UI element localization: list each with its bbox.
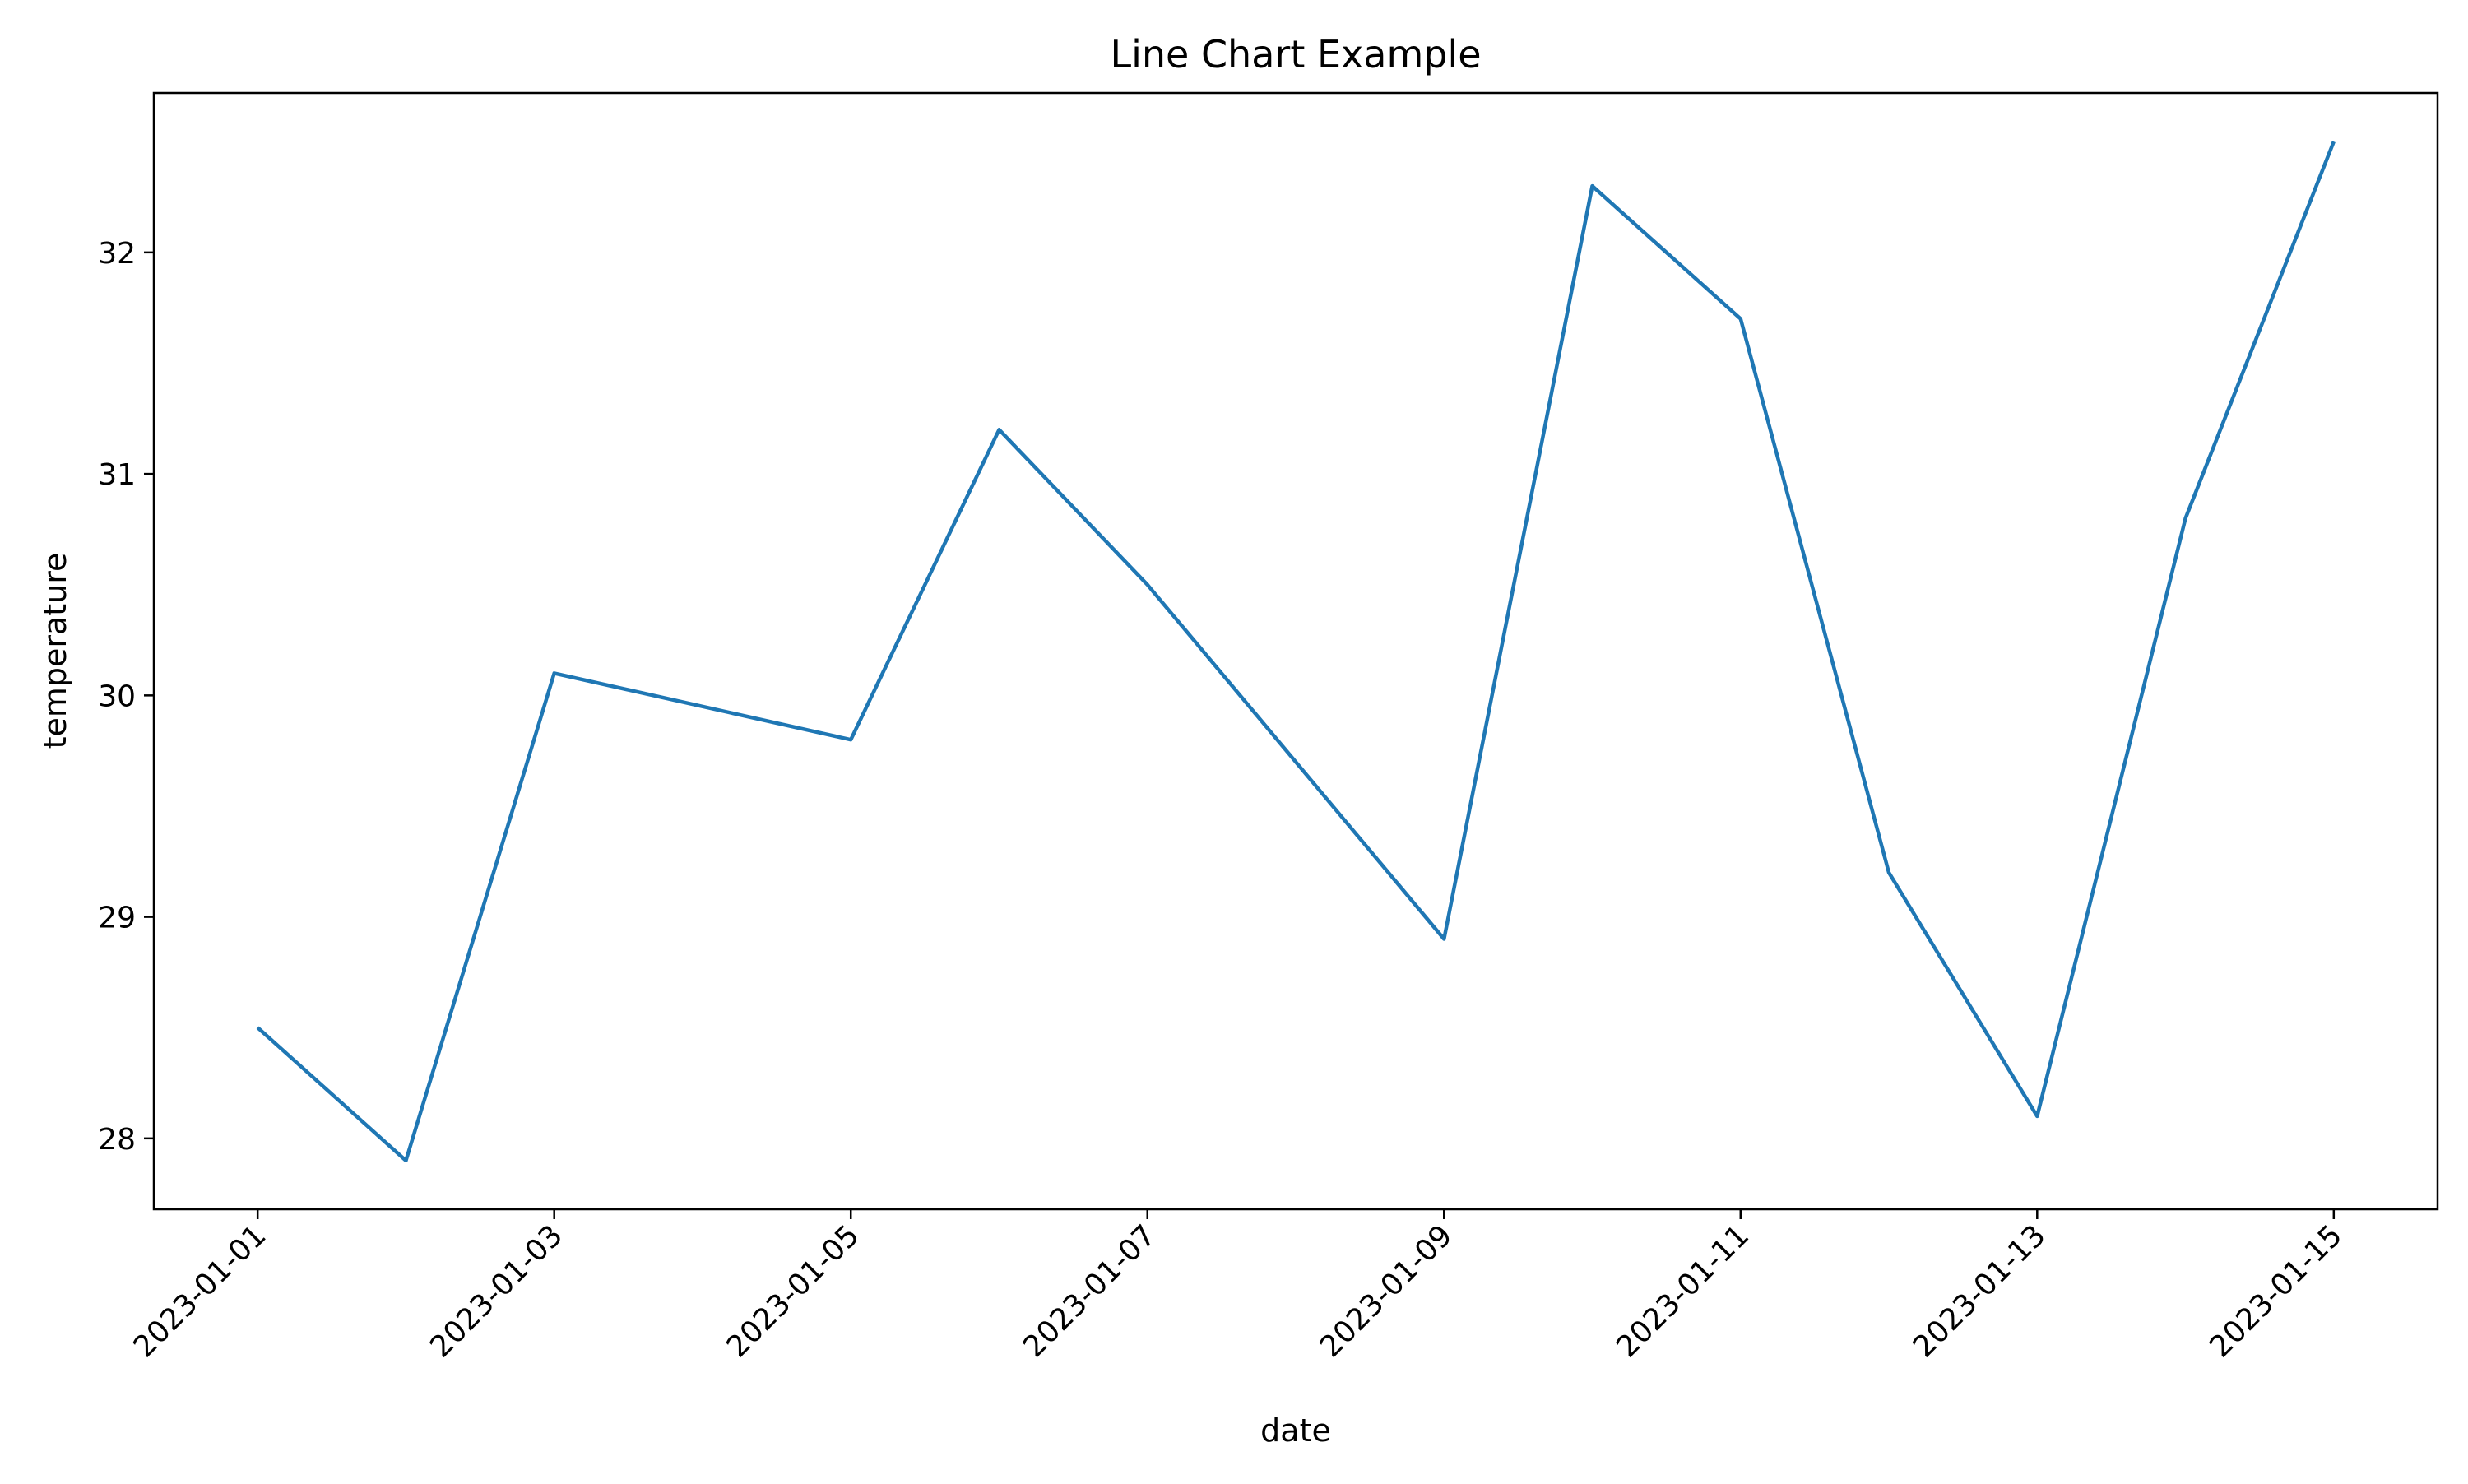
y-tick-label: 29 xyxy=(98,902,136,935)
x-tick-label: 2023-01-05 xyxy=(721,1218,866,1364)
x-tick-label: 2023-01-15 xyxy=(2203,1218,2349,1364)
y-axis-label: temperature xyxy=(37,553,73,749)
plot-area xyxy=(256,141,2336,1163)
series-line-1 xyxy=(256,141,2336,1163)
y-axis: 28 29 30 31 32 xyxy=(98,237,154,1157)
y-tick-label: 32 xyxy=(98,237,136,271)
y-tick-label: 28 xyxy=(98,1123,136,1157)
x-tick-label: 2023-01-09 xyxy=(1314,1218,1459,1364)
y-tick-label: 30 xyxy=(98,679,136,713)
x-axis: 2023-01-01 2023-01-03 2023-01-05 2023-01-07… xyxy=(128,1209,2349,1364)
x-tick-label: 2023-01-13 xyxy=(1907,1218,2053,1364)
x-tick-label: 2023-01-07 xyxy=(1017,1218,1162,1364)
x-tick-label: 2023-01-11 xyxy=(1610,1218,1756,1364)
x-tick-label: 2023-01-01 xyxy=(128,1218,273,1364)
plot-frame xyxy=(152,91,2439,1211)
x-tick-label: 2023-01-03 xyxy=(424,1218,569,1364)
x-axis-label: date xyxy=(1260,1412,1331,1449)
y-tick-label: 31 xyxy=(98,458,136,492)
chart-title: Line Chart Example xyxy=(1110,32,1481,77)
